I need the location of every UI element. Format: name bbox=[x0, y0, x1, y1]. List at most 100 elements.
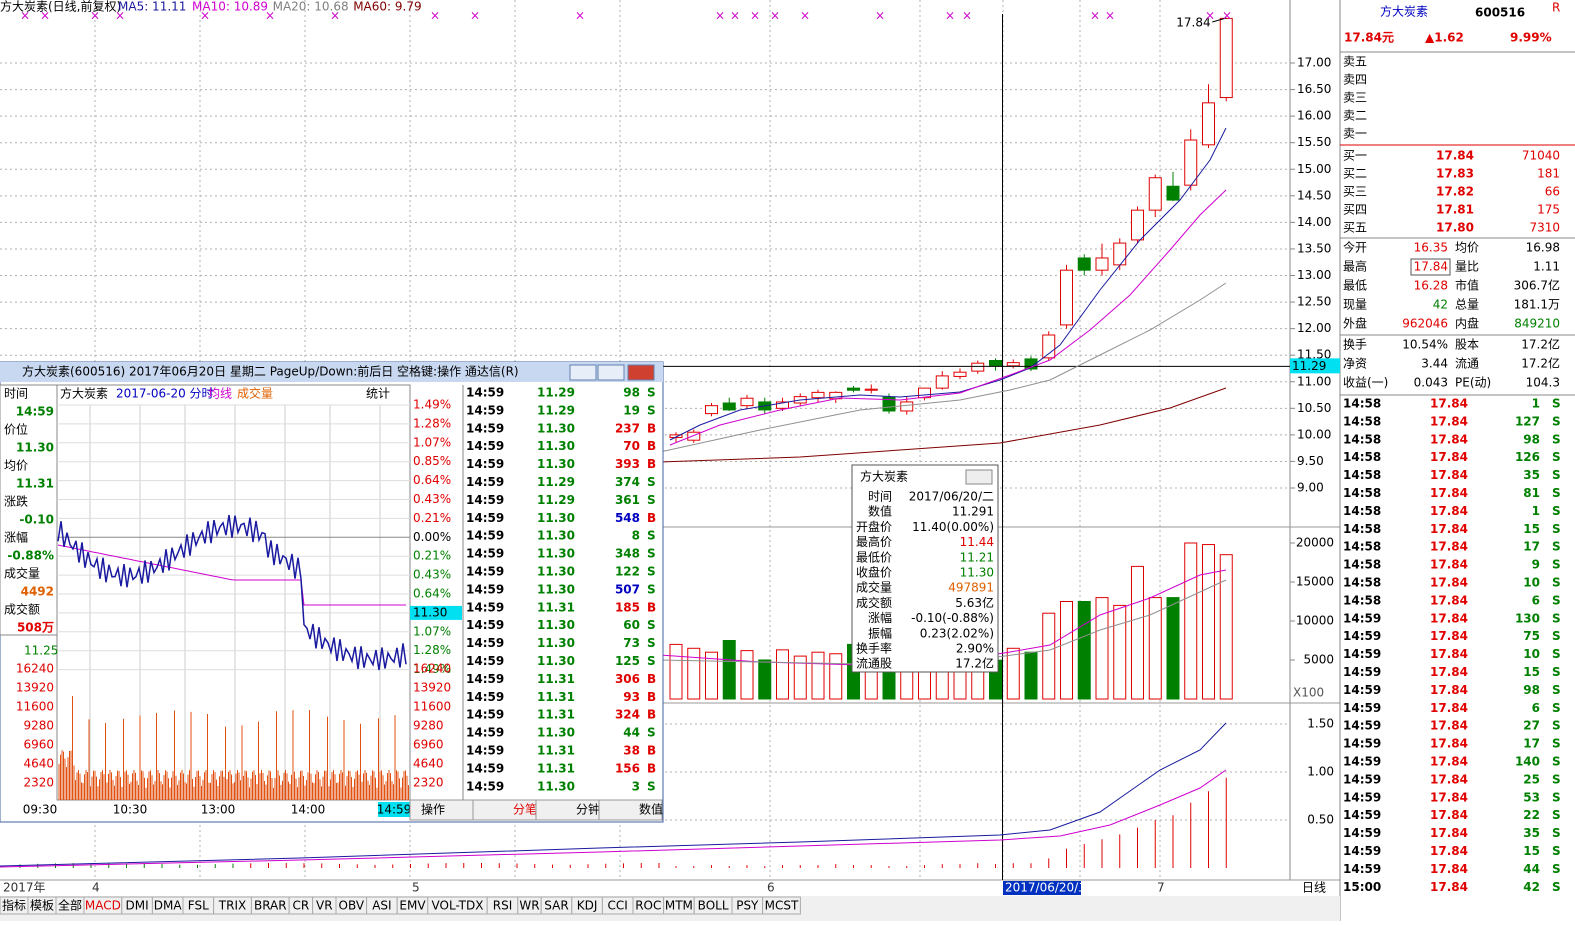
tab-label[interactable]: 数值 bbox=[639, 802, 663, 817]
toolbar-label[interactable]: KDJ bbox=[577, 899, 598, 913]
toolbar-label[interactable]: PSY bbox=[736, 899, 759, 913]
trade-price: 11.30 bbox=[537, 529, 575, 543]
trade-volume: 306 bbox=[615, 672, 640, 686]
trade-side: S bbox=[647, 386, 656, 400]
stat-label: 换手 bbox=[1343, 338, 1367, 352]
toolbar-label[interactable]: MCST bbox=[765, 899, 799, 913]
vol-axis-label: 4640 bbox=[413, 757, 444, 771]
toolbar-label[interactable]: VR bbox=[316, 899, 333, 913]
stat-value: 17.2亿 bbox=[1521, 337, 1560, 352]
trade-volume: 19 bbox=[623, 403, 640, 417]
tooltip-key: 换手率 bbox=[856, 641, 892, 656]
tick-time: 14:59 bbox=[1343, 665, 1381, 679]
popup-titlebar bbox=[0, 362, 663, 382]
ma-label: MA5: 11.11 bbox=[118, 0, 186, 14]
toolbar-label[interactable]: DMI bbox=[126, 899, 149, 913]
toolbar-button[interactable] bbox=[762, 896, 801, 915]
toolbar-label[interactable]: MACD bbox=[85, 899, 121, 913]
toolbar-label[interactable]: CCI bbox=[608, 899, 628, 913]
window-button[interactable] bbox=[569, 364, 597, 381]
toolbar-label[interactable]: 指标 bbox=[2, 898, 26, 913]
trade-volume: 125 bbox=[615, 654, 640, 668]
trade-side: B bbox=[647, 439, 656, 453]
toolbar-label[interactable]: EMV bbox=[399, 899, 426, 913]
info-label: 成交量 bbox=[4, 566, 40, 581]
toolbar-label[interactable]: ROC bbox=[635, 899, 661, 913]
tick-price: 17.84 bbox=[1430, 844, 1468, 858]
tab-label[interactable]: 分笔 bbox=[513, 802, 537, 817]
tooltip-key: 最低价 bbox=[856, 550, 892, 564]
tick-side: S bbox=[1552, 862, 1561, 876]
tick-time: 14:59 bbox=[1343, 862, 1381, 876]
tick-volume: 15 bbox=[1523, 844, 1540, 858]
tick-time: 14:59 bbox=[1343, 772, 1381, 786]
toolbar-label[interactable]: RSI bbox=[493, 899, 513, 913]
tick-volume: 35 bbox=[1523, 468, 1540, 482]
trade-time: 14:59 bbox=[466, 529, 504, 543]
tab[interactable] bbox=[598, 799, 663, 821]
price-highlight bbox=[410, 605, 462, 620]
toolbar-label[interactable]: TRIX bbox=[218, 899, 246, 913]
tooltip-value: 0.23(2.02%) bbox=[920, 626, 994, 640]
trade-volume: 548 bbox=[615, 511, 640, 525]
trade-volume: 3 bbox=[632, 779, 640, 793]
toolbar-label[interactable]: 全部 bbox=[58, 898, 82, 913]
trade-side: B bbox=[647, 457, 656, 471]
toolbar-label[interactable]: FSL bbox=[188, 899, 209, 913]
volume-bar bbox=[687, 647, 701, 700]
signal-x: × bbox=[800, 9, 810, 23]
toolbar-label[interactable]: MTM bbox=[665, 899, 693, 913]
window-button[interactable] bbox=[597, 364, 625, 381]
tick-time: 14:59 bbox=[1343, 737, 1381, 751]
stat-label: 最高 bbox=[1343, 259, 1367, 274]
volume-bar bbox=[1024, 651, 1038, 700]
toolbar-label[interactable]: ASI bbox=[372, 899, 391, 913]
tick-time: 14:59 bbox=[1343, 647, 1381, 661]
tick-time: 14:58 bbox=[1343, 504, 1381, 518]
tick-volume: 15 bbox=[1523, 665, 1540, 679]
tab-label[interactable]: 操作 bbox=[421, 802, 445, 817]
toolbar-label[interactable]: CR bbox=[293, 899, 310, 913]
trade-price: 11.31 bbox=[537, 672, 575, 686]
toolbar-label[interactable]: BRAR bbox=[254, 899, 287, 913]
candle-body bbox=[1113, 242, 1127, 266]
y-tick-label: 16.00 bbox=[1297, 109, 1331, 123]
toolbar-label[interactable]: WR bbox=[519, 899, 539, 913]
volume-bar bbox=[1131, 565, 1144, 700]
tick-price: 17.84 bbox=[1430, 701, 1468, 715]
tab-label[interactable]: 分钟 bbox=[576, 802, 600, 817]
candle-body bbox=[900, 401, 914, 412]
toolbar-label[interactable]: BOLL bbox=[698, 899, 729, 913]
tooltip-key: 数值 bbox=[868, 504, 892, 519]
stat-label: 总量 bbox=[1455, 298, 1479, 312]
signal-x: × bbox=[40, 9, 50, 23]
tick-volume: 130 bbox=[1515, 611, 1540, 625]
toolbar-label[interactable]: SAR bbox=[544, 899, 568, 913]
tick-side: S bbox=[1552, 504, 1561, 518]
trade-price: 11.30 bbox=[537, 421, 575, 435]
stat-value: 3.44 bbox=[1421, 357, 1448, 371]
pct-axis-label: 1.28% bbox=[413, 643, 451, 657]
tooltip-value: 11.40(0.00%) bbox=[912, 520, 994, 534]
volume-bar bbox=[1006, 647, 1020, 700]
tick-side: S bbox=[1552, 719, 1561, 733]
trade-volume: 156 bbox=[615, 761, 640, 775]
window-button[interactable] bbox=[627, 364, 655, 381]
chart-header: 成交量 bbox=[237, 386, 273, 401]
volume-bar bbox=[793, 655, 807, 700]
toolbar-label[interactable]: 模板 bbox=[30, 899, 54, 913]
toolbar-label[interactable]: VOL-TDX bbox=[432, 899, 484, 913]
toolbar-label[interactable]: DMA bbox=[154, 899, 183, 913]
info-label: 时间 bbox=[4, 387, 28, 401]
macd-tick-label: 1.00 bbox=[1307, 765, 1334, 779]
signal-x: × bbox=[430, 9, 440, 23]
trade-time: 14:59 bbox=[466, 439, 504, 453]
info-label: 均价 bbox=[4, 459, 28, 473]
popup-window: 方大炭素(600516) 2017年06月20日 星期二 PageUp/Down… bbox=[0, 361, 664, 823]
volume-tick-label: 10000 bbox=[1296, 614, 1334, 628]
toolbar-label[interactable]: OBV bbox=[339, 899, 365, 913]
trade-time: 14:59 bbox=[466, 726, 504, 740]
tick-side: S bbox=[1552, 826, 1561, 840]
